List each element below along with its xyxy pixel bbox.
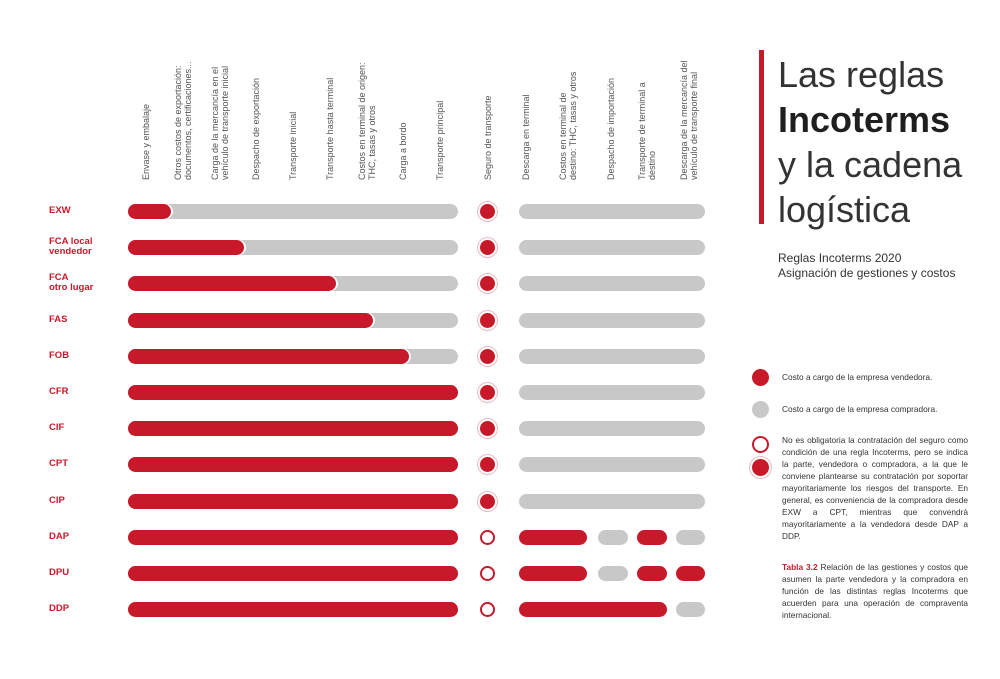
buyer-bar <box>519 457 705 473</box>
seller-bar <box>128 421 458 437</box>
seller-bar <box>637 566 667 581</box>
seller-bar <box>128 348 410 364</box>
buyer-bar <box>676 529 705 545</box>
row-label: FAS <box>49 313 68 325</box>
title-line-4: logística <box>778 189 911 230</box>
legend-buyer-dot <box>752 401 769 418</box>
seller-bar <box>637 529 667 545</box>
caption-text: Relación de las gestiones y costos que a… <box>782 562 968 620</box>
seller-bar <box>519 602 667 618</box>
seller-bar <box>676 566 705 581</box>
subtitle-line-1: Reglas Incoterms 2020 <box>778 251 902 265</box>
insurance-seller-dot <box>480 385 495 400</box>
seller-bar <box>128 240 245 256</box>
legend-seller-dot <box>752 369 769 386</box>
insurance-optional-ring <box>480 566 495 581</box>
insurance-optional-ring <box>480 529 495 545</box>
buyer-bar <box>519 421 705 437</box>
insurance-seller-dot <box>480 240 495 256</box>
seller-bar <box>128 493 458 509</box>
title-line-3: y la cadena <box>778 144 963 185</box>
insurance-note: No es obligatoria la contratación del se… <box>782 435 968 541</box>
legend-optional-ring-dot <box>752 436 769 453</box>
column-header-label: Transporte hasta terminal <box>324 77 335 180</box>
page-title: Las reglas Incoterms y la cadena logísti… <box>778 52 962 232</box>
row-label: FOB <box>49 349 70 361</box>
column-header-label: Despacho de importación <box>606 77 616 180</box>
column-header-label: Otros costos de exportación: documentos,… <box>173 61 194 180</box>
row-label: CFR <box>49 386 69 397</box>
seller-bar <box>519 529 587 545</box>
insurance-seller-dot <box>480 493 495 509</box>
column-header-label: Carga de la mercancía en el vehículo de … <box>209 65 230 180</box>
column-header-label: Despacho de exportación <box>251 77 262 180</box>
column-header-label: Seguro de transporte <box>483 95 493 180</box>
legend-buyer-text: Costo a cargo de la empresa compradora. <box>782 404 938 414</box>
buyer-bar <box>519 385 705 400</box>
insurance-seller-dot <box>480 276 495 292</box>
buyer-bar <box>519 312 705 328</box>
caption-ref: Tabla 3.2 <box>782 562 818 572</box>
title-line-1: Las reglas <box>778 54 945 95</box>
column-header-label: Costos en terminal de origen: THC, tasas… <box>356 62 377 180</box>
row-label: CIF <box>49 422 65 434</box>
seller-bar <box>128 566 458 581</box>
insurance-seller-dot <box>480 457 495 473</box>
column-header-label: Transporte principal <box>434 100 445 180</box>
buyer-bar <box>676 602 705 618</box>
seller-bar <box>519 566 587 581</box>
row-label: CPT <box>49 458 68 470</box>
insurance-seller-dot <box>480 348 495 364</box>
column-header-label: Descarga en terminal <box>521 94 531 180</box>
buyer-bar <box>519 276 705 292</box>
insurance-seller-dot <box>480 204 495 219</box>
seller-bar <box>128 457 458 473</box>
buyer-bar <box>519 493 705 509</box>
seller-bar <box>128 204 171 219</box>
title-accent-bar <box>759 50 764 224</box>
buyer-bar <box>519 348 705 364</box>
row-label: DDP <box>49 603 70 615</box>
column-header-label: Descarga de la mercancía del vehículo de… <box>679 60 699 180</box>
column-header-label: Transporte de terminal a destino <box>637 82 657 180</box>
row-label: EXW <box>49 205 71 216</box>
row-label: DPU <box>49 567 70 578</box>
row-label: FCA local vendedor <box>49 236 93 258</box>
buyer-bar <box>598 566 628 581</box>
column-header-label: Costos en terminal de destino: THC, tasa… <box>558 71 578 180</box>
buyer-bar <box>128 204 458 219</box>
subtitle-line-2: Asignación de gestiones y costos <box>778 266 956 280</box>
incoterms-chart: Envase y embalaje Otros costos de exporta… <box>49 60 705 618</box>
buyer-bar <box>519 240 705 256</box>
insurance-seller-dot <box>480 421 495 437</box>
column-header-label: Envase y embalaje <box>141 103 152 180</box>
column-header-label: Carga a bordo <box>398 122 409 180</box>
title-line-2: Incoterms <box>778 99 951 140</box>
seller-bar <box>128 385 458 400</box>
row-label: DAP <box>49 530 70 542</box>
seller-bar <box>128 602 458 618</box>
row-label: CIP <box>49 494 65 506</box>
row-label: FCA otro lugar <box>49 272 94 294</box>
seller-bar <box>128 312 373 328</box>
legend-seller-text: Costo a cargo de la empresa vendedora. <box>782 372 933 382</box>
insurance-optional-ring <box>480 602 495 618</box>
seller-bar <box>128 276 336 292</box>
table-caption: Tabla 3.2 Relación de las gestiones y co… <box>782 561 968 621</box>
column-header-label: Transporte inicial <box>288 111 299 180</box>
buyer-bar <box>519 204 705 219</box>
buyer-bar <box>598 529 628 545</box>
insurance-seller-dot <box>480 312 495 328</box>
page-subtitle: Reglas Incoterms 2020 Asignación de gest… <box>778 251 955 281</box>
seller-bar <box>128 529 458 545</box>
legend-optional-filled-dot <box>752 459 769 476</box>
